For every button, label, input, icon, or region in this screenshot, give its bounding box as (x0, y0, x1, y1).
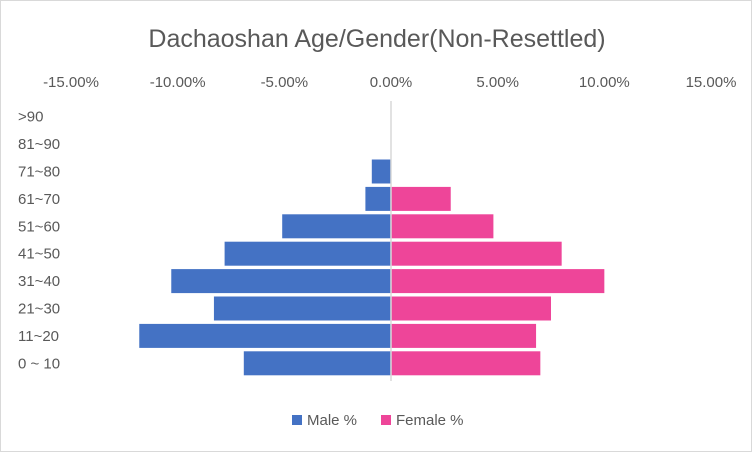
category-label: 31~40 (18, 273, 60, 290)
male-bar (365, 186, 391, 211)
legend: Male % Female % (292, 412, 464, 429)
x-tick-label: -10.00% (150, 74, 206, 91)
y-axis-category-labels: >90 81~90 71~80 61~70 51~60 41~50 31~40 21~30 11… (18, 109, 60, 373)
female-bar (391, 186, 451, 211)
x-tick-label: -5.00% (261, 74, 309, 91)
male-bar (139, 323, 391, 348)
male-bar (243, 351, 391, 376)
x-axis-ticks: -15.00% -10.00% -5.00% 0.00% 5.00% 10.00% 15.0… (43, 74, 736, 91)
female-bar (391, 269, 605, 294)
category-label: 11~20 (18, 328, 59, 345)
category-label: 51~60 (18, 218, 60, 235)
category-label: 71~80 (18, 164, 60, 181)
male-bar (171, 269, 391, 294)
female-bar (391, 351, 541, 376)
x-tick-label: -15.00% (43, 74, 99, 91)
category-label: 0 ~ 10 (18, 355, 60, 372)
bars (139, 159, 605, 376)
legend-label: Female % (396, 412, 464, 429)
male-bar (213, 296, 391, 321)
category-label: 41~50 (18, 246, 60, 263)
x-tick-label: 5.00% (476, 74, 519, 91)
category-label: 61~70 (18, 191, 60, 208)
x-tick-label: 0.00% (370, 74, 413, 91)
female-bar (391, 296, 551, 321)
male-bar (282, 214, 391, 239)
female-bar (391, 323, 537, 348)
female-bar (391, 214, 494, 239)
legend-swatch (381, 415, 391, 425)
x-tick-label: 15.00% (686, 74, 737, 91)
male-bar (224, 241, 391, 266)
x-tick-label: 10.00% (579, 74, 630, 91)
chart-title: Dachaoshan Age/Gender(Non-Resettled) (148, 25, 605, 53)
category-label: 81~90 (18, 136, 60, 153)
legend-label: Male % (307, 412, 357, 429)
female-bar (391, 241, 562, 266)
male-bar (371, 159, 391, 184)
category-label: >90 (18, 109, 43, 126)
category-label: 21~30 (18, 301, 60, 318)
legend-swatch (292, 415, 302, 425)
